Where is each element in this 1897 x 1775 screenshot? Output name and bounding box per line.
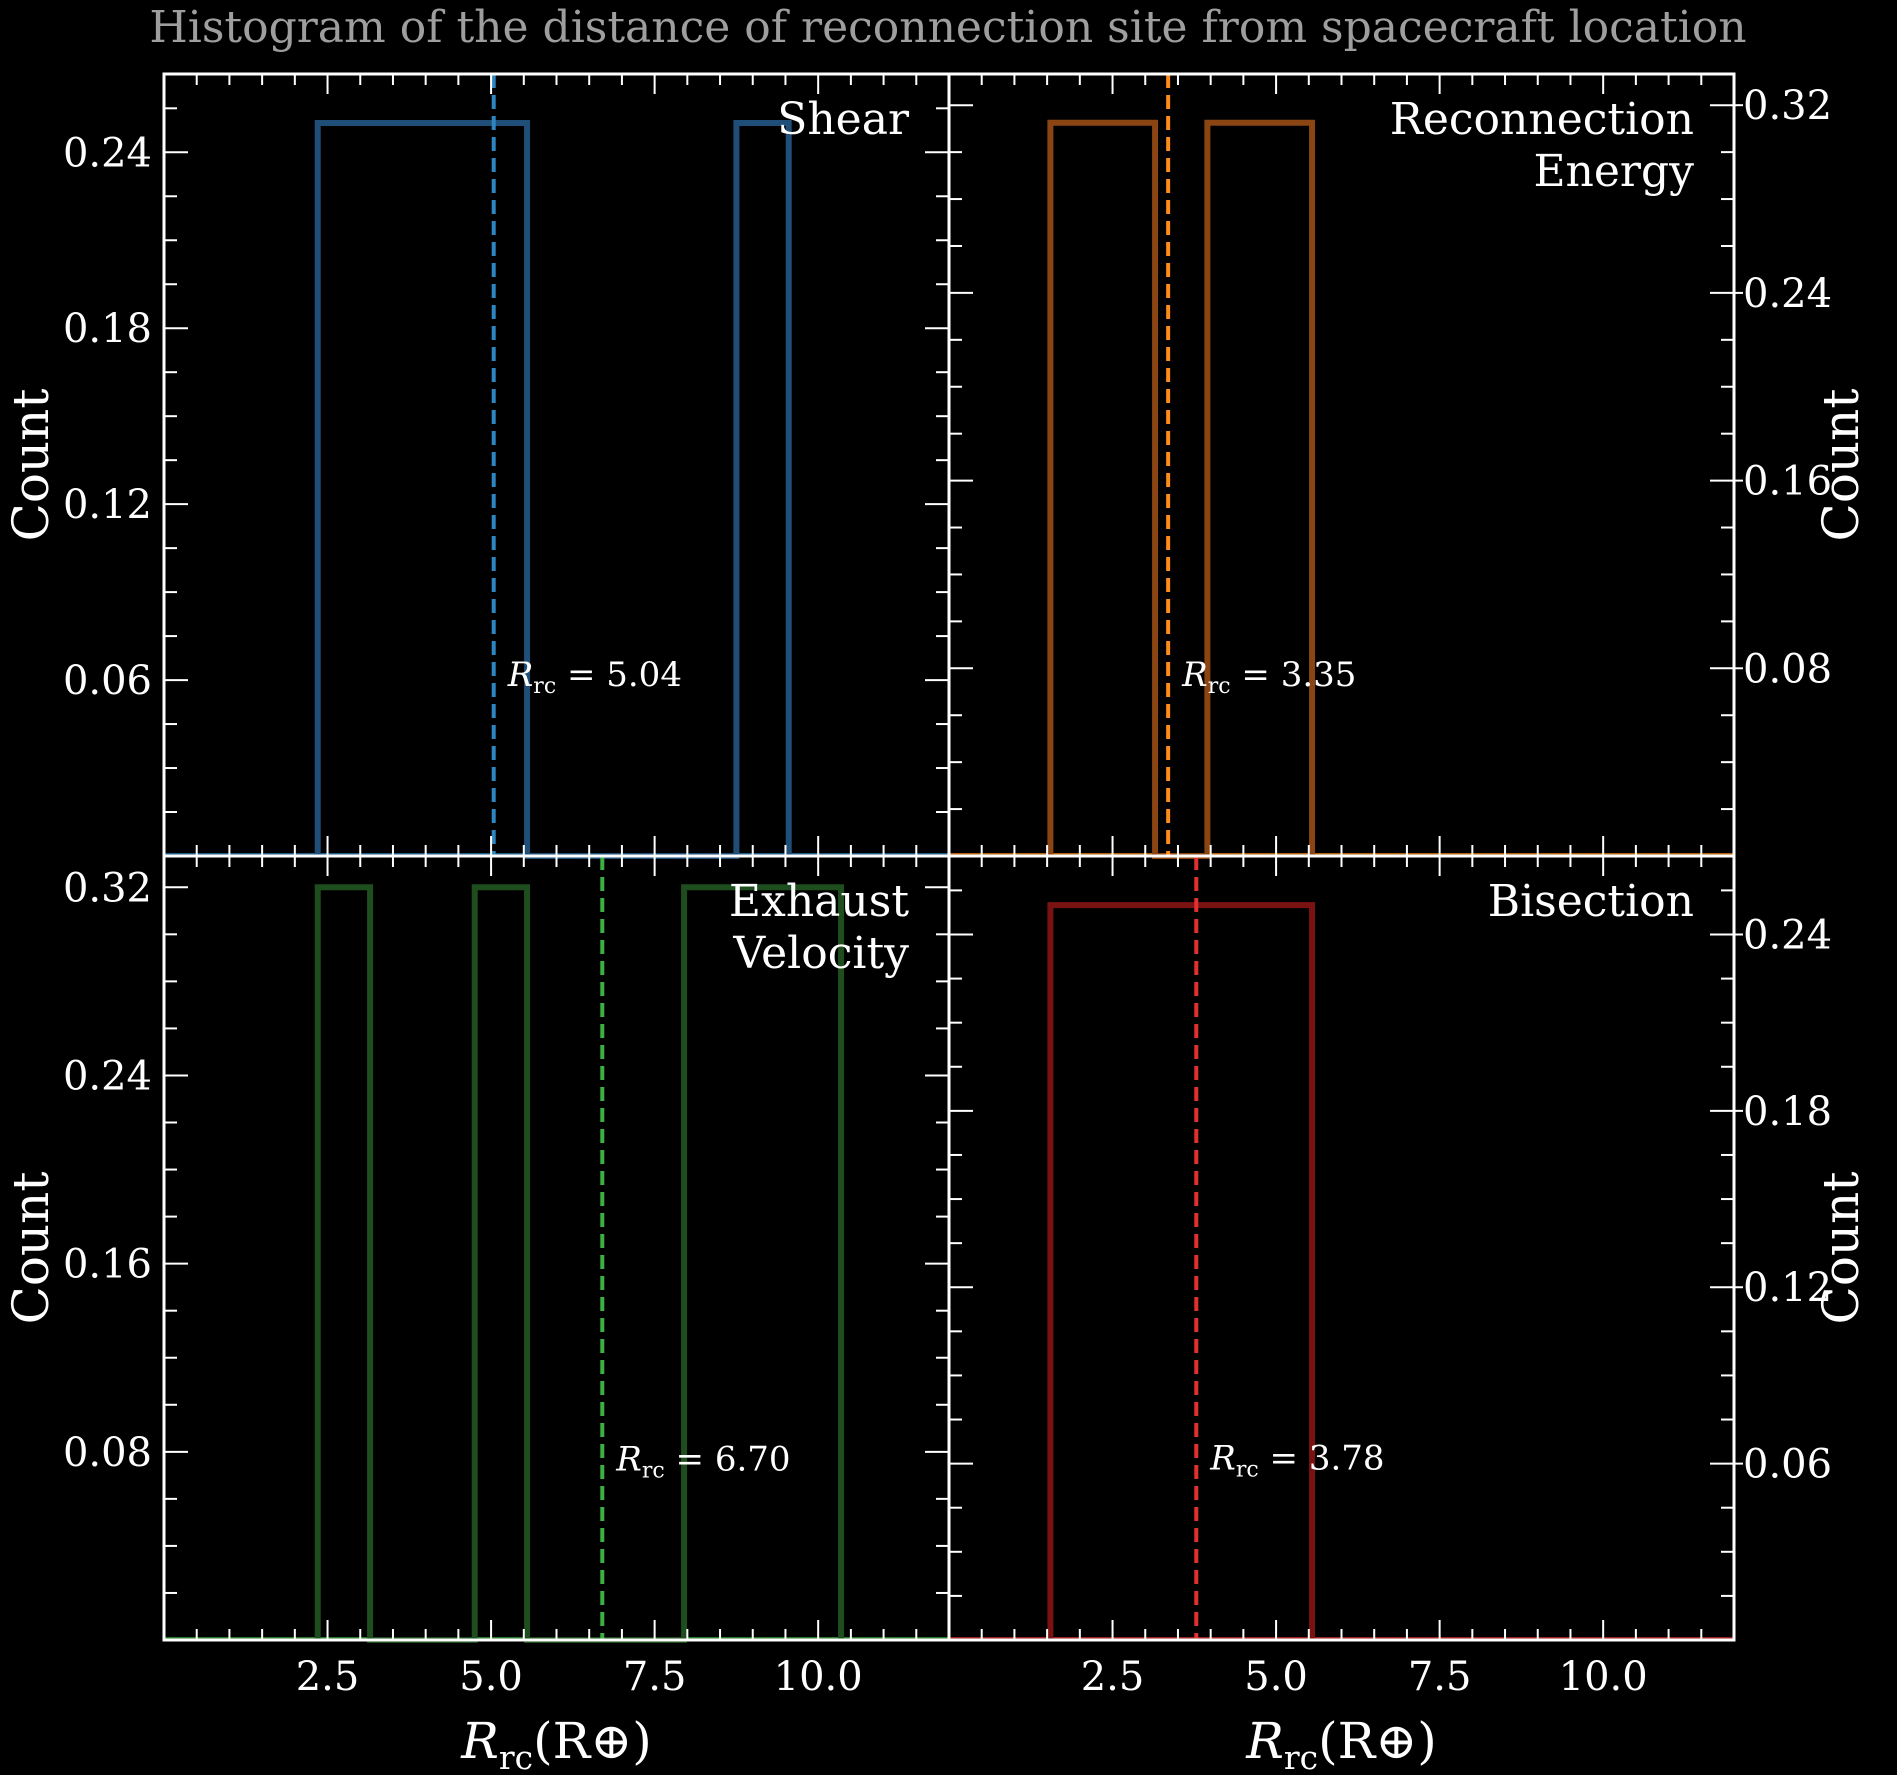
median-annotation-rest: = 5.04 (556, 655, 682, 695)
median-annotation-sub: rc (1236, 1458, 1259, 1483)
y-axis-label: Count (1812, 1172, 1870, 1325)
median-annotation-rest: = 3.35 (1231, 655, 1357, 695)
median-annotation: Rrc = 3.35 (1181, 655, 1356, 699)
panels-group: Rrc = 5.04 0.06 0.12 0.18 0.24 Count Shear Rrc … (2, 72, 1870, 1775)
method-label: Energy (1533, 146, 1694, 197)
panel-bisection: Rrc = 3.782.5 5.0 7.5 10.0Rrc(R⊕)0.060.120.… (947, 854, 1870, 1775)
median-annotation-rest: = 3.78 (1259, 1439, 1385, 1479)
y-tick-label: 0.32 (1743, 83, 1832, 129)
x-tick-label: 5.0 (1244, 1654, 1308, 1700)
y-axis-label: Count (2, 1172, 60, 1325)
hist-step-outline (1047, 902, 1316, 1640)
median-annotation: Rrc = 5.04 (507, 655, 682, 699)
x-axis-label-r: R (1245, 1712, 1284, 1770)
panel-exhaust-velocity: Rrc = 6.702.5 5.0 7.5 10.0Rrc(R⊕)0.080.160.… (2, 854, 951, 1775)
method-label: Reconnection (1390, 94, 1694, 145)
median-annotation-r: R (615, 1440, 642, 1480)
y-tick-label: 0.12 (63, 482, 152, 528)
median-annotation: Rrc = 3.78 (1209, 1439, 1384, 1483)
y-tick-label: 0.08 (1743, 646, 1832, 692)
median-annotation-r: R (1181, 655, 1208, 695)
y-tick-label: 0.18 (63, 306, 152, 352)
y-tick-label: 0.18 (1743, 1089, 1832, 1135)
y-tick-label: 0.12 (1743, 1265, 1832, 1311)
figure-title: Histogram of the distance of reconnectio… (149, 2, 1746, 53)
median-annotation-r: R (1209, 1439, 1236, 1479)
median-annotation-sub: rc (533, 674, 556, 699)
panel-reconnection-energy: Rrc = 3.35 0.08 0.16 0.24 0.32 Count Reconnect… (947, 72, 1870, 859)
x-tick-label: 10.0 (774, 1654, 863, 1700)
y-tick-label: 0.24 (63, 1053, 152, 1099)
method-label: Exhaust (729, 876, 909, 927)
method-label: Shear (777, 94, 910, 145)
y-tick-label: 0.16 (1743, 459, 1832, 505)
y-tick-label: 0.06 (63, 658, 152, 704)
x-axis-label-sub: rc (499, 1738, 533, 1775)
y-axis-label: Count (1812, 389, 1870, 542)
x-tick-label: 2.5 (296, 1654, 360, 1700)
x-tick-label: 10.0 (1559, 1654, 1648, 1700)
x-axis-label-r: R (460, 1712, 499, 1770)
x-axis-label-sub: rc (1284, 1738, 1318, 1775)
median-annotation-sub: rc (1208, 674, 1231, 699)
y-tick-label: 0.08 (63, 1430, 152, 1476)
y-tick-label: 0.16 (63, 1242, 152, 1288)
median-annotation-r: R (507, 655, 534, 695)
method-label: Velocity (732, 928, 909, 979)
x-tick-label: 5.0 (459, 1654, 523, 1700)
x-axis-label-rest: (R⊕) (1318, 1712, 1437, 1770)
y-tick-label: 0.24 (1743, 271, 1832, 317)
method-label: Bisection (1488, 876, 1694, 927)
median-annotation-sub: rc (642, 1459, 665, 1484)
x-tick-label: 2.5 (1081, 1654, 1145, 1700)
median-annotation-rest: = 6.70 (665, 1440, 791, 1480)
y-tick-label: 0.06 (1743, 1442, 1832, 1488)
y-tick-label: 0.24 (63, 130, 152, 176)
y-tick-label: 0.32 (63, 865, 152, 911)
x-axis-label-rest: (R⊕) (533, 1712, 652, 1770)
y-axis-label: Count (2, 389, 60, 542)
x-tick-label: 7.5 (623, 1654, 687, 1700)
x-axis-label: Rrc(R⊕) (460, 1712, 651, 1775)
x-tick-label: 7.5 (1408, 1654, 1472, 1700)
y-tick-label: 0.24 (1743, 912, 1832, 958)
median-annotation: Rrc = 6.70 (615, 1440, 790, 1484)
x-axis-label: Rrc(R⊕) (1245, 1712, 1436, 1775)
